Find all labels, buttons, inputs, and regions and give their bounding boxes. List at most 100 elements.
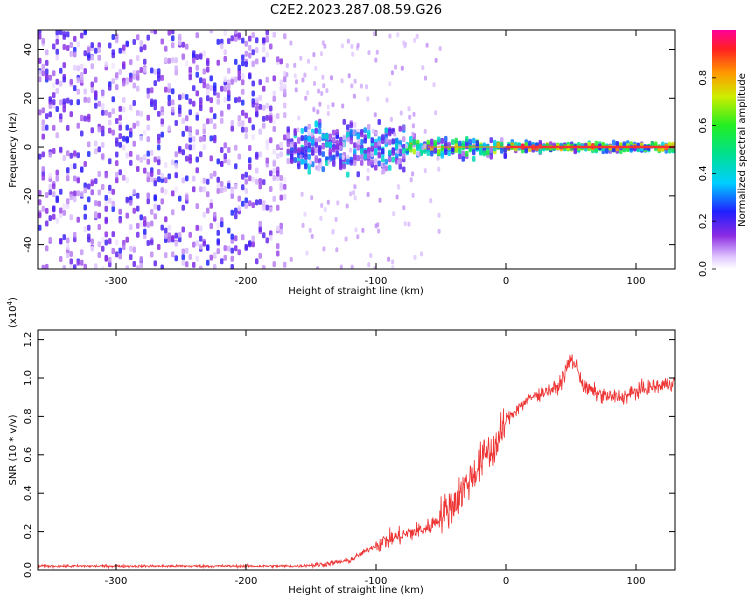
heatmap-cell — [139, 67, 143, 73]
heatmap-cell — [293, 147, 297, 154]
heatmap-cell — [164, 216, 168, 223]
heatmap-cell — [227, 245, 231, 252]
heatmap-cell — [115, 251, 119, 258]
heatmap-cell — [234, 207, 238, 214]
heatmap-cell — [171, 235, 175, 241]
heatmap-cell — [143, 66, 147, 73]
heatmap-cell — [304, 126, 308, 133]
heatmap-cell — [90, 54, 94, 61]
snr-y-label: SNR (10 * v/v) — [8, 414, 19, 485]
heatmap-cell — [307, 153, 311, 160]
heatmap-cell — [87, 141, 91, 148]
heatmap-cell — [356, 144, 360, 151]
heatmap-cell — [90, 81, 94, 88]
heatmap-cell — [248, 157, 252, 164]
heatmap-cell — [174, 240, 178, 247]
heatmap-cell — [251, 241, 255, 248]
snr-x-label: Height of straight line (km) — [288, 585, 424, 596]
heatmap-cell — [188, 66, 192, 73]
heatmap-cell — [167, 173, 171, 180]
heatmap-cell — [132, 246, 136, 253]
heatmap-cell — [213, 170, 217, 177]
heatmap-cell — [94, 91, 98, 98]
heatmap-cell — [237, 69, 241, 76]
heatmap-cell — [285, 72, 289, 78]
heatmap-cell — [265, 204, 269, 211]
heatmap-cell — [251, 80, 255, 87]
heatmap-cell — [461, 155, 465, 162]
heatmap-cell — [433, 147, 437, 154]
heatmap-cell — [482, 150, 486, 157]
heatmap-cell — [199, 243, 203, 250]
heatmap-cell — [283, 176, 287, 183]
heatmap-cell — [314, 142, 318, 148]
heatmap-cell — [76, 216, 80, 223]
heatmap-cell — [206, 178, 210, 185]
heatmap-cell — [195, 255, 199, 262]
heatmap-cell — [146, 198, 150, 205]
heatmap-cell — [206, 66, 210, 73]
heatmap-cell — [66, 150, 70, 157]
heatmap-cell — [307, 136, 311, 143]
heatmap-cell — [307, 123, 311, 130]
heatmap-cell — [374, 57, 378, 63]
heatmap-cell — [181, 53, 185, 60]
heatmap-cell — [66, 252, 70, 259]
heatmap-cell — [108, 42, 112, 49]
heatmap-cell — [299, 55, 303, 61]
heatmap-cell — [178, 145, 182, 152]
heatmap-cell — [181, 204, 185, 211]
heatmap-cell — [258, 178, 262, 184]
heatmap-cell — [202, 186, 206, 193]
heatmap-cell — [339, 164, 343, 171]
heatmap-cell — [573, 148, 577, 155]
heatmap-cell — [178, 231, 182, 238]
heatmap-cell — [202, 135, 206, 142]
heatmap-cell — [136, 85, 140, 92]
heatmap-cell — [258, 151, 262, 158]
heatmap-cell — [122, 106, 126, 113]
heatmap-cell — [244, 133, 248, 140]
heatmap-cell — [139, 262, 143, 269]
heatmap-cell — [136, 231, 140, 238]
heatmap-cell — [55, 217, 59, 224]
heatmap-cell — [244, 126, 248, 133]
heatmap-cell — [395, 143, 399, 150]
heatmap-cell — [286, 148, 290, 155]
heatmap-cell — [306, 90, 310, 96]
heatmap-cell — [615, 141, 619, 148]
heatmap-cell — [307, 146, 311, 153]
heatmap-cell — [220, 221, 224, 228]
colorbar-label: Normalized spectral amplitude — [737, 73, 748, 227]
x-tick-label: -200 — [235, 576, 258, 587]
snr-y-scale: (x104) — [6, 297, 19, 328]
heatmap-cell — [174, 57, 178, 64]
snr-y-scale-exponent: 4 — [6, 300, 14, 305]
heatmap-cell — [248, 175, 252, 182]
heatmap-cell — [265, 51, 269, 58]
heatmap-cell — [320, 51, 323, 57]
heatmap-cell — [262, 200, 266, 207]
heatmap-cell — [136, 192, 140, 199]
heatmap-cell — [157, 144, 161, 151]
heatmap-cell — [244, 178, 248, 185]
heatmap-cell — [605, 147, 609, 154]
heatmap-cell — [244, 171, 248, 178]
heatmap-cell — [48, 96, 52, 103]
heatmap-cell — [192, 136, 196, 143]
heatmap-cell — [332, 154, 336, 161]
heatmap-cell — [139, 135, 143, 142]
heatmap-cell — [69, 42, 73, 48]
heatmap-cell — [153, 203, 157, 210]
heatmap-cell — [360, 153, 364, 160]
heatmap-cell — [213, 123, 217, 130]
heatmap-cell — [185, 143, 189, 150]
heatmap-cell — [244, 40, 248, 47]
heatmap-cell — [90, 87, 94, 93]
heatmap-cell — [164, 227, 168, 234]
heatmap-cell — [227, 38, 231, 45]
heatmap-cell — [241, 54, 245, 61]
heatmap-cell — [307, 142, 311, 149]
heatmap-cell — [83, 30, 87, 36]
heatmap-cell — [276, 170, 280, 177]
